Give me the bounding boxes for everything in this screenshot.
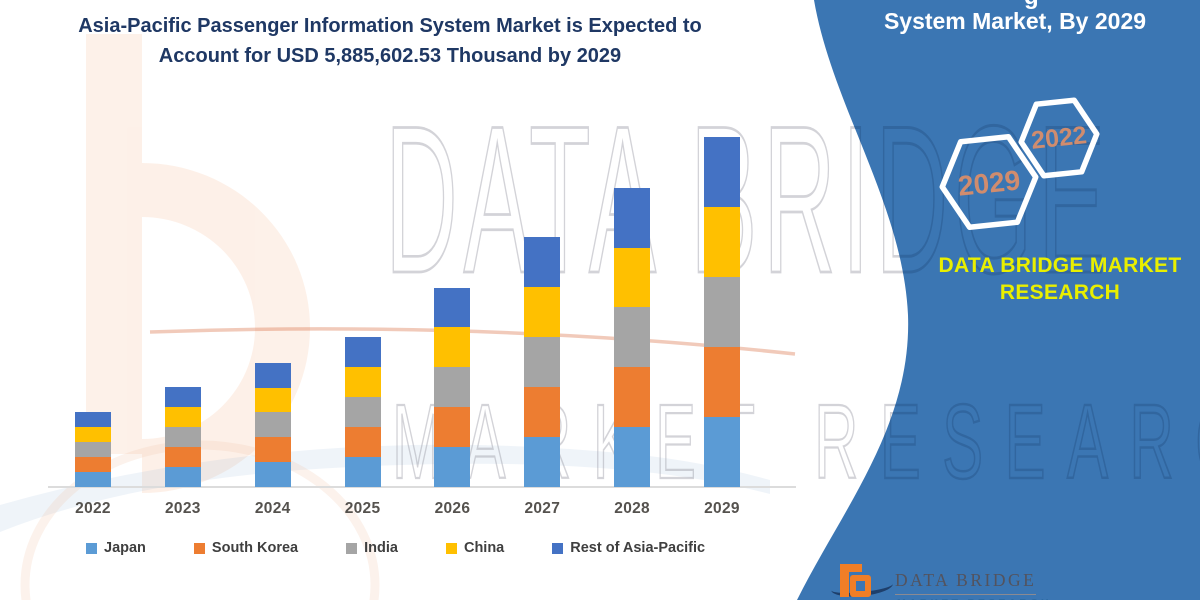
bar-segment-2026-rest-of-asia-pacific	[434, 287, 471, 328]
legend-label-south-korea: South Korea	[211, 540, 299, 556]
legend-swatch-rest-of-asia-pacific	[552, 542, 564, 554]
brand-line2: RESEARCH	[999, 281, 1121, 304]
x-axis-label-2029: 2029	[704, 500, 740, 517]
hexagon-2029: 2029	[939, 133, 1039, 231]
bar-segment-2023-south-korea	[164, 447, 201, 468]
bar-segment-2025-india	[344, 396, 381, 427]
logo-b-icon	[840, 564, 849, 597]
bar-segment-2023-india	[164, 427, 201, 448]
x-axis-label-2027: 2027	[524, 500, 561, 517]
bar-segment-2027-japan	[524, 436, 561, 487]
legend-item-south-korea: South Korea	[193, 540, 299, 556]
bar-segment-2022-china	[75, 426, 111, 442]
legend-label-japan: Japan	[104, 540, 146, 556]
bar-segment-2027-china	[524, 286, 561, 337]
bar-segment-2026-china	[434, 327, 471, 368]
legend-swatch-japan	[86, 542, 97, 554]
logo-b-icon-arm	[840, 564, 862, 572]
logo-b-icon-bowl	[850, 575, 871, 597]
legend-swatch-china	[445, 542, 457, 554]
bar-segment-2028-india	[614, 307, 651, 368]
bar-segment-2029-japan	[703, 417, 740, 487]
bar-segment-2024-japan	[254, 462, 291, 487]
x-axis-label-2025: 2025	[344, 500, 381, 517]
legend-item-india: India	[346, 540, 398, 556]
bar-segment-2028-south-korea	[614, 367, 651, 428]
bar-segment-2024-rest-of-asia-pacific	[254, 362, 291, 388]
legend-label-rest-of-asia-pacific: Rest of Asia-Pacific	[570, 540, 706, 556]
legend-swatch-south-korea	[193, 542, 205, 554]
bar-segment-2027-india	[524, 336, 561, 387]
brand-wordmark: DATA BRIDGE MARKET RESEARCH	[920, 252, 1200, 306]
bar-segment-2025-japan	[344, 456, 381, 487]
logo-company-name: DATA BRIDGE	[895, 570, 1037, 595]
legend-item-china: China	[445, 540, 505, 556]
clipped-text-fragment: g	[1024, 0, 1039, 11]
legend-item-japan: Japan	[86, 540, 146, 556]
bar-segment-2024-india	[254, 412, 291, 438]
bar-segment-2026-india	[434, 367, 471, 408]
bar-segment-2027-rest-of-asia-pacific	[524, 236, 561, 287]
side-panel-background	[797, 0, 1200, 600]
bar-segment-2025-south-korea	[344, 426, 381, 457]
panel-heading: System Market, By 2029	[883, 8, 1147, 34]
bar-segment-2023-china	[164, 407, 201, 428]
bar-segment-2024-china	[254, 387, 291, 413]
page-title-line1: Asia-Pacific Passenger Information Syste…	[78, 15, 702, 37]
bar-segment-2027-south-korea	[524, 386, 561, 437]
legend-label-india: India	[364, 540, 398, 556]
bar-segment-2024-south-korea	[254, 437, 291, 463]
page-title: Asia-Pacific Passenger Information Syste…	[40, 11, 740, 71]
bar-segment-2023-japan	[164, 467, 201, 487]
hexagon-2022: 2022	[1018, 97, 1100, 179]
legend-swatch-india	[346, 542, 358, 554]
bar-segment-2026-japan	[434, 447, 471, 487]
logo-tagline: MARKET RESEARCH	[897, 597, 1052, 600]
bar-segment-2025-rest-of-asia-pacific	[344, 336, 381, 367]
bar-segment-2028-rest-of-asia-pacific	[614, 187, 651, 248]
bar-segment-2025-china	[344, 366, 381, 397]
bar-segment-2023-rest-of-asia-pacific	[164, 387, 201, 408]
hexagon-2022-label: 2022	[1030, 121, 1088, 155]
x-axis-line	[48, 486, 796, 488]
legend-item-rest-of-asia-pacific: Rest of Asia-Pacific	[552, 540, 705, 556]
hexagon-2029-label: 2029	[957, 164, 1022, 201]
bar-segment-2028-china	[614, 247, 651, 308]
x-axis-label-2023: 2023	[165, 500, 201, 517]
bar-segment-2022-south-korea	[75, 456, 111, 472]
x-axis-label-2026: 2026	[434, 500, 471, 517]
x-axis-label-2022: 2022	[75, 500, 111, 517]
x-axis-label-2028: 2028	[614, 500, 650, 517]
chart-legend: Japan South Korea India China Rest of Asia-P…	[86, 540, 705, 556]
page-title-line2: Account for USD 5,885,602.53 Thousand by…	[158, 45, 622, 67]
legend-label-china: China	[463, 540, 505, 556]
bar-segment-2022-india	[75, 441, 111, 457]
bar-segment-2022-rest-of-asia-pacific	[75, 411, 111, 427]
data-bridge-logo: DATA BRIDGE MARKET RESEARCH	[830, 560, 1133, 600]
year-hexagons: 2022 2029	[939, 97, 1100, 231]
bar-segment-2029-china	[703, 207, 740, 277]
brand-line1: DATA BRIDGE MARKET	[938, 254, 1182, 277]
bar-segment-2029-rest-of-asia-pacific	[703, 137, 740, 207]
bar-segment-2029-india	[703, 277, 740, 347]
x-axis-label-2024: 2024	[254, 500, 291, 517]
bar-segment-2026-south-korea	[434, 407, 471, 448]
bar-segment-2022-japan	[75, 471, 111, 487]
bar-segment-2029-south-korea	[703, 347, 740, 417]
bar-segment-2028-japan	[614, 427, 651, 487]
